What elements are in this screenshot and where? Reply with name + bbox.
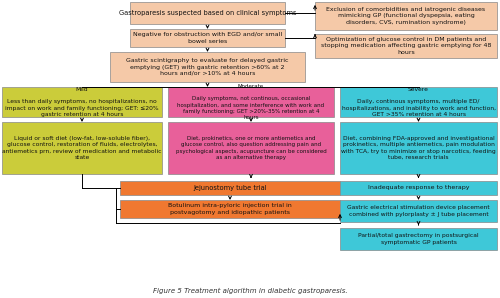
Text: Moderate

Daily symptoms, not continous, occasional
hospitalization, and some in: Moderate Daily symptoms, not continous, … bbox=[178, 84, 324, 120]
FancyBboxPatch shape bbox=[340, 87, 497, 117]
Text: Gastroparesis suspected based on clinical symptoms: Gastroparesis suspected based on clinica… bbox=[119, 10, 296, 16]
FancyBboxPatch shape bbox=[120, 181, 340, 195]
Text: Diet, prokinetics, one or more antiemetics and
glucose control, also question ad: Diet, prokinetics, one or more antiemeti… bbox=[176, 136, 326, 160]
Text: Exclusion of comorbidities and iatrogenic diseases
mimicking GP (functional dysp: Exclusion of comorbidities and iatrogeni… bbox=[326, 7, 486, 25]
FancyBboxPatch shape bbox=[168, 122, 334, 174]
FancyBboxPatch shape bbox=[130, 2, 285, 24]
Text: Gastric electrical stimulation device placement
combined with pylorplasty ± J tu: Gastric electrical stimulation device pl… bbox=[347, 205, 490, 217]
FancyBboxPatch shape bbox=[2, 122, 162, 174]
Text: Diet, combining FDA-approved and investigational
prokinetics, multiple antiemeti: Diet, combining FDA-approved and investi… bbox=[341, 136, 496, 160]
Text: Inadequate response to therapy: Inadequate response to therapy bbox=[368, 185, 469, 190]
Text: Botulinum intra-pyloric injection trial in
postvagotomy and idiopathic patients: Botulinum intra-pyloric injection trial … bbox=[168, 204, 292, 215]
FancyBboxPatch shape bbox=[340, 122, 497, 174]
Text: Figure 5 Treatment algorithm in diabetic gastroparesis.: Figure 5 Treatment algorithm in diabetic… bbox=[152, 288, 348, 294]
FancyBboxPatch shape bbox=[340, 200, 497, 222]
FancyBboxPatch shape bbox=[315, 34, 497, 58]
FancyBboxPatch shape bbox=[120, 200, 340, 218]
Text: Negative for obstruction with EGD and/or small
bowel series: Negative for obstruction with EGD and/or… bbox=[133, 32, 282, 44]
FancyBboxPatch shape bbox=[315, 2, 497, 30]
Text: Partial/total gastrectomy in postsurgical
symptomatic GP patients: Partial/total gastrectomy in postsurgica… bbox=[358, 233, 479, 245]
Text: Optimization of glucose control in DM patients and
stopping medication affecting: Optimization of glucose control in DM pa… bbox=[321, 37, 491, 55]
FancyBboxPatch shape bbox=[340, 181, 497, 195]
FancyBboxPatch shape bbox=[2, 87, 162, 117]
FancyBboxPatch shape bbox=[130, 29, 285, 47]
Text: Gastric scintigraphy to evaluate for delayed gastric
emptying (GET) with gastric: Gastric scintigraphy to evaluate for del… bbox=[126, 58, 289, 76]
Text: Severe

Daily, continous symptoms, multiple ED/
hospitalizations, and inability : Severe Daily, continous symptoms, multip… bbox=[342, 87, 496, 117]
Text: Liquid or soft diet (low-fat, low-soluble fiber),
glucose control, restoration o: Liquid or soft diet (low-fat, low-solubl… bbox=[2, 136, 162, 160]
Text: Mild

Less than daily symptoms, no hospitalizations, no
impact on work and famil: Mild Less than daily symptoms, no hospit… bbox=[5, 87, 159, 117]
FancyBboxPatch shape bbox=[168, 87, 334, 117]
FancyBboxPatch shape bbox=[110, 52, 305, 82]
FancyBboxPatch shape bbox=[340, 228, 497, 250]
Text: Jejunostomy tube trial: Jejunostomy tube trial bbox=[193, 185, 267, 191]
